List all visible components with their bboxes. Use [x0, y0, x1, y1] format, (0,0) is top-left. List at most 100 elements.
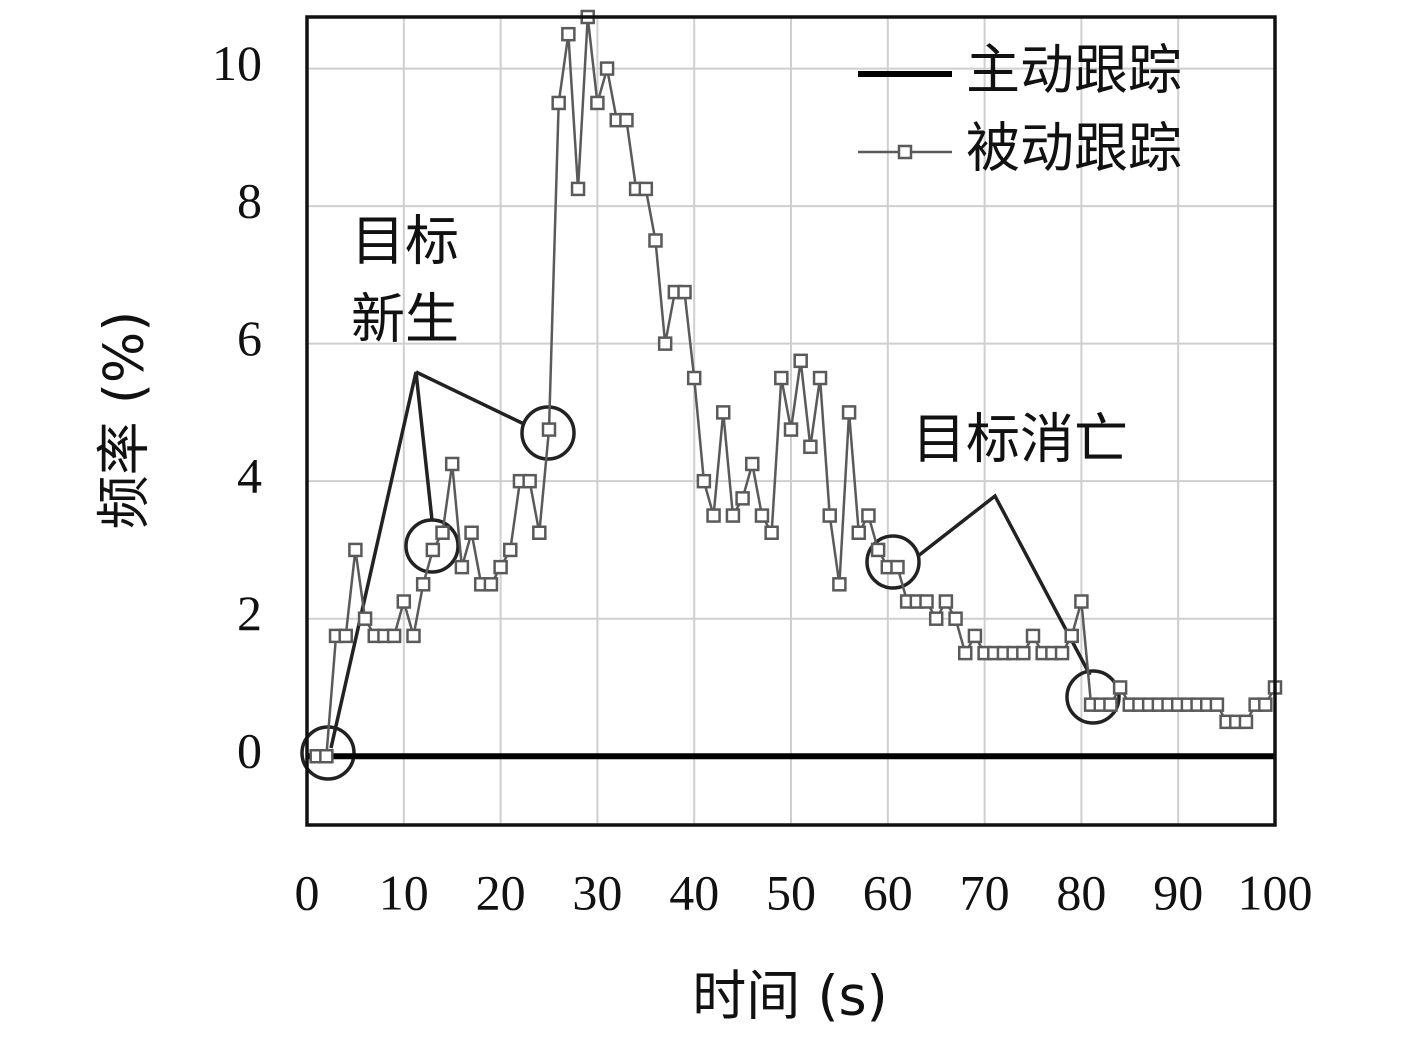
data-point: [754, 508, 770, 523]
data-point: [696, 473, 712, 489]
x-tick-label: 0: [295, 864, 320, 920]
annotation-circle: [520, 405, 576, 461]
x-tick-label: 50: [766, 864, 816, 920]
series-line: [316, 16, 1277, 758]
annotation-circle: [865, 534, 921, 590]
y-tick-label: 4: [237, 448, 262, 504]
data-point: [948, 611, 963, 626]
data-point: [483, 577, 499, 592]
x-tick-label: 70: [960, 864, 1010, 920]
data-point: [715, 405, 731, 420]
data-point: [803, 439, 818, 455]
x-tick-label: 90: [1153, 864, 1203, 920]
y-tick-label: 0: [237, 723, 262, 779]
data-point: [1103, 697, 1118, 712]
data-point: [677, 284, 692, 300]
legend-label: 被动跟踪: [966, 117, 1182, 180]
y-tick-label: 6: [237, 310, 262, 366]
data-point: [570, 181, 586, 197]
data-point: [532, 525, 547, 540]
x-tick-label: 20: [476, 864, 526, 920]
data-point: [938, 594, 954, 609]
data-point: [435, 525, 450, 540]
legend-marker: [897, 144, 913, 160]
annotation-text: 目标消亡: [912, 408, 1128, 471]
data-point: [1054, 645, 1070, 661]
annotation-circle: [1065, 669, 1121, 725]
data-point: [464, 525, 479, 540]
data-point: [928, 611, 944, 626]
data-point: [619, 112, 634, 128]
data-point: [357, 611, 373, 626]
data-point: [1258, 697, 1273, 712]
y-tick-label: 2: [237, 585, 262, 641]
annotation-line: [415, 370, 525, 426]
annotation-line: [329, 371, 434, 749]
data-point: [338, 628, 353, 644]
data-point: [861, 508, 876, 523]
data-point: [870, 542, 886, 558]
x-tick-label: 100: [1238, 864, 1313, 920]
data-point: [444, 456, 460, 472]
data-point: [919, 594, 934, 609]
data-point: [657, 336, 673, 351]
x-tick-label: 60: [863, 864, 913, 920]
data-point: [851, 525, 867, 540]
data-point: [967, 628, 983, 644]
legend-label: 主动跟踪: [966, 39, 1182, 102]
data-point: [590, 95, 605, 111]
data-point: [832, 577, 847, 592]
data-point: [1016, 645, 1031, 661]
data-point: [793, 353, 808, 369]
data-point: [706, 508, 721, 523]
data-point: [735, 491, 750, 506]
data-point: [454, 559, 470, 575]
data-point: [745, 456, 760, 472]
x-tick-label: 40: [669, 864, 719, 920]
data-point: [551, 95, 566, 111]
data-point: [725, 508, 741, 523]
x-tick-label: 30: [572, 864, 622, 920]
data-point: [503, 542, 518, 558]
x-axis-label: 时间 (s): [692, 965, 887, 1028]
data-point: [764, 525, 779, 540]
data-point: [406, 628, 421, 644]
data-point: [396, 594, 412, 609]
data-point: [638, 181, 654, 197]
data-point: [812, 370, 828, 386]
data-point: [686, 370, 702, 386]
data-point: [890, 559, 905, 575]
data-point: [493, 559, 508, 575]
data-point: [957, 645, 973, 661]
data-point: [599, 61, 615, 76]
annotation-text: 新生: [351, 288, 459, 351]
data-point: [1112, 680, 1128, 695]
y-tick-label: 10: [212, 35, 262, 91]
annotation-text: 目标: [351, 210, 459, 273]
data-point: [348, 542, 363, 558]
x-tick-label: 80: [1056, 864, 1106, 920]
data-point: [1209, 697, 1225, 712]
data-point: [1025, 628, 1041, 644]
annotation-line: [916, 493, 1092, 676]
data-point: [648, 233, 663, 248]
data-point: [415, 577, 431, 592]
data-point: [822, 508, 837, 523]
data-point: [319, 748, 334, 764]
y-tick-label: 8: [237, 173, 262, 229]
data-point: [841, 405, 857, 420]
x-tick-label: 10: [379, 864, 429, 920]
data-point: [561, 26, 576, 42]
plot-frame: [305, 15, 1277, 827]
data-point: [1064, 628, 1079, 644]
y-axis-label: 频率 (%): [93, 311, 156, 530]
data-point: [1074, 594, 1089, 609]
data-point: [425, 542, 441, 558]
data-point: [522, 473, 537, 489]
data-point: [783, 422, 799, 437]
data-point: [1238, 714, 1254, 730]
plot: [307, 9, 1283, 764]
data-point: [541, 422, 557, 437]
